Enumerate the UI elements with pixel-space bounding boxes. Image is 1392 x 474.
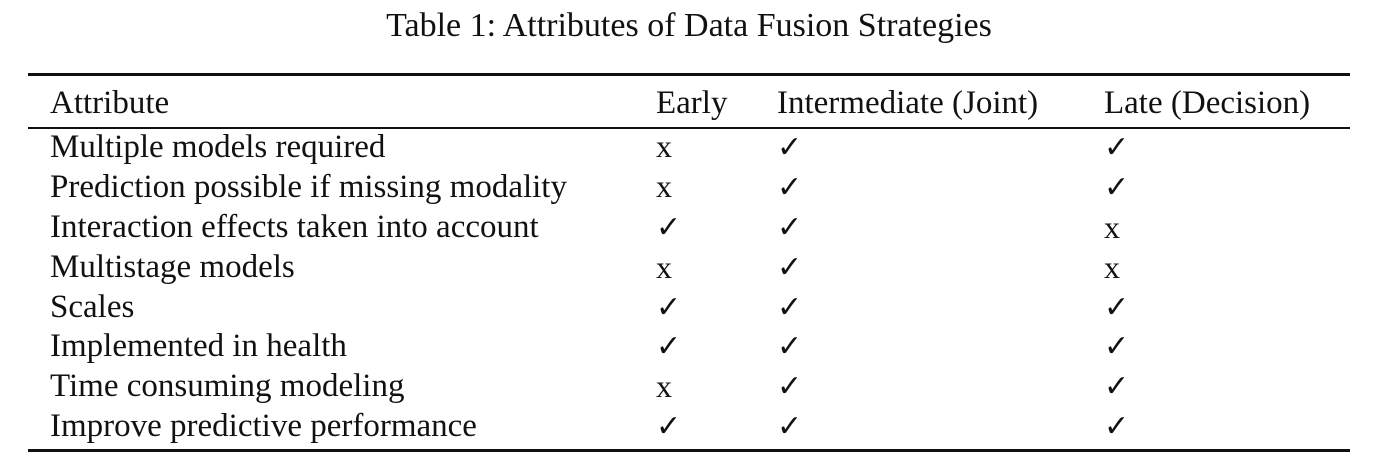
late-cell: ✓ xyxy=(1104,367,1350,407)
late-cell: x xyxy=(1104,248,1350,288)
column-header-attribute: Attribute xyxy=(50,85,170,121)
intermediate-cell: ✓ xyxy=(777,288,1104,327)
attribute-cell: Interaction effects taken into account xyxy=(50,209,539,246)
cross-mark: x xyxy=(656,168,672,205)
table-caption: Table 1: Attributes of Data Fusion Strat… xyxy=(386,7,992,44)
attribute-cell: Time consuming modeling xyxy=(50,368,405,405)
check-mark-icon: ✓ xyxy=(777,169,803,205)
early-cell: x xyxy=(656,127,777,167)
late-cell: ✓ xyxy=(1104,288,1350,327)
table-row: Time consuming modeling x ✓ ✓ xyxy=(28,367,1350,407)
intermediate-cell: ✓ xyxy=(777,167,1104,207)
early-cell: x xyxy=(656,167,777,207)
top-rule xyxy=(28,73,1350,76)
cross-mark: x xyxy=(1104,248,1120,285)
check-mark-icon: ✓ xyxy=(777,369,803,405)
fusion-strategies-table: Attribute Early Intermediate (Joint) Lat… xyxy=(28,80,1350,446)
early-cell: ✓ xyxy=(656,288,777,327)
check-mark-icon: ✓ xyxy=(1104,369,1130,405)
table-row: Multiple models required x ✓ ✓ xyxy=(28,127,1350,167)
check-mark-icon: ✓ xyxy=(656,210,682,246)
check-mark-icon: ✓ xyxy=(1104,169,1130,205)
late-cell: ✓ xyxy=(1104,407,1350,446)
check-mark-icon: ✓ xyxy=(1104,129,1130,165)
table-row: Multistage models x ✓ x xyxy=(28,248,1350,288)
check-mark-icon: ✓ xyxy=(777,210,803,246)
column-header-early: Early xyxy=(656,85,728,121)
attribute-cell: Scales xyxy=(50,289,135,326)
early-cell: x xyxy=(656,367,777,407)
intermediate-cell: ✓ xyxy=(777,407,1104,446)
table-row: Scales ✓ ✓ ✓ xyxy=(28,288,1350,327)
attribute-cell: Prediction possible if missing modality xyxy=(50,168,567,205)
attribute-cell: Multistage models xyxy=(50,249,295,286)
early-cell: ✓ xyxy=(656,327,777,366)
late-cell: ✓ xyxy=(1104,167,1350,207)
bottom-rule xyxy=(28,449,1350,452)
check-mark-icon: ✓ xyxy=(777,329,803,365)
check-mark-icon: ✓ xyxy=(1104,290,1130,326)
check-mark-icon: ✓ xyxy=(777,409,803,445)
table-row: Interaction effects taken into account ✓ ✓… xyxy=(28,208,1350,248)
check-mark-icon: ✓ xyxy=(777,250,803,286)
table-body: Multiple models required x ✓ ✓ Prediction po… xyxy=(28,127,1350,446)
intermediate-cell: ✓ xyxy=(777,367,1104,407)
cross-mark: x xyxy=(1104,208,1120,245)
cross-mark: x xyxy=(656,248,672,285)
intermediate-cell: ✓ xyxy=(777,127,1104,167)
intermediate-cell: ✓ xyxy=(777,327,1104,366)
header-rule xyxy=(28,127,1350,129)
cross-mark: x xyxy=(656,367,672,404)
attribute-cell: Implemented in health xyxy=(50,328,347,365)
table-row: Prediction possible if missing modality x… xyxy=(28,167,1350,207)
column-header-intermediate: Intermediate (Joint) xyxy=(777,85,1039,121)
check-mark-icon: ✓ xyxy=(1104,409,1130,445)
intermediate-cell: ✓ xyxy=(777,248,1104,288)
early-cell: ✓ xyxy=(656,208,777,248)
check-mark-icon: ✓ xyxy=(656,290,682,326)
check-mark-icon: ✓ xyxy=(656,409,682,445)
check-mark-icon: ✓ xyxy=(777,290,803,326)
intermediate-cell: ✓ xyxy=(777,208,1104,248)
table-row: Implemented in health ✓ ✓ ✓ xyxy=(28,327,1350,366)
check-mark-icon: ✓ xyxy=(656,329,682,365)
check-mark-icon: ✓ xyxy=(777,129,803,165)
header-row: Attribute Early Intermediate (Joint) Lat… xyxy=(28,80,1350,127)
late-cell: x xyxy=(1104,208,1350,248)
table-row: Improve predictive performance ✓ ✓ ✓ xyxy=(28,407,1350,446)
attribute-cell: Improve predictive performance xyxy=(50,408,477,445)
late-cell: ✓ xyxy=(1104,127,1350,167)
early-cell: x xyxy=(656,248,777,288)
cross-mark: x xyxy=(656,128,672,164)
late-cell: ✓ xyxy=(1104,327,1350,366)
attribute-cell: Multiple models required xyxy=(50,128,386,165)
check-mark-icon: ✓ xyxy=(1104,329,1130,365)
column-header-late: Late (Decision) xyxy=(1104,85,1311,121)
early-cell: ✓ xyxy=(656,407,777,446)
